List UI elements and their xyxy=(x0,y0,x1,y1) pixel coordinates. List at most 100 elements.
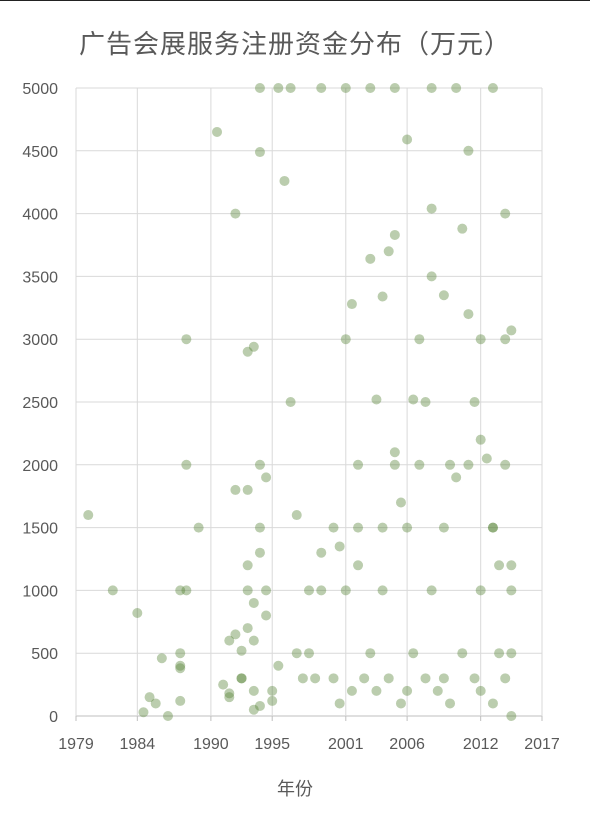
data-point xyxy=(365,83,376,93)
data-point xyxy=(389,447,400,458)
data-point xyxy=(150,698,161,709)
data-point xyxy=(500,334,511,345)
data-point xyxy=(236,645,247,656)
x-tick-label-6: 2012 xyxy=(463,736,499,753)
chart-title: 广告会展服务注册资金分布（万元） xyxy=(78,29,511,59)
data-point xyxy=(506,648,517,659)
y-tick-label-5: 2500 xyxy=(22,395,58,412)
data-point xyxy=(377,291,388,302)
data-point xyxy=(340,334,351,345)
data-point xyxy=(285,397,296,407)
data-point xyxy=(506,585,517,596)
data-point xyxy=(291,510,302,521)
data-point xyxy=(506,560,517,571)
y-tick-label-3: 1500 xyxy=(22,521,58,538)
data-point xyxy=(494,648,505,659)
data-point xyxy=(426,271,437,282)
data-point xyxy=(408,648,419,659)
y-tick-label-0: 0 xyxy=(49,709,58,726)
data-point xyxy=(261,472,272,483)
data-point xyxy=(389,229,400,240)
data-point xyxy=(500,208,511,219)
data-point xyxy=(242,623,253,634)
data-point xyxy=(383,673,394,684)
data-point xyxy=(261,585,272,596)
data-point xyxy=(408,394,419,405)
data-point xyxy=(310,673,321,684)
y-tick-label-1: 500 xyxy=(31,646,58,663)
data-point xyxy=(469,397,480,407)
data-point xyxy=(254,700,265,711)
data-point xyxy=(420,673,431,684)
data-point xyxy=(254,459,265,470)
data-point xyxy=(438,673,449,684)
data-point xyxy=(156,653,167,664)
data-point xyxy=(506,325,517,336)
data-point xyxy=(457,648,468,659)
data-point xyxy=(371,685,382,696)
data-point xyxy=(224,688,235,699)
y-tick-label-2: 1000 xyxy=(22,583,58,600)
data-point xyxy=(402,134,413,145)
data-point xyxy=(107,585,118,596)
data-point xyxy=(402,685,413,696)
data-point xyxy=(181,459,192,470)
data-point xyxy=(340,585,351,596)
data-point xyxy=(383,246,394,257)
data-point xyxy=(254,147,265,158)
data-point xyxy=(500,459,511,470)
data-point xyxy=(316,547,327,558)
data-point xyxy=(487,698,498,709)
data-point xyxy=(279,175,290,186)
data-point xyxy=(451,472,462,483)
data-point xyxy=(457,223,468,234)
x-tick-label-3: 1995 xyxy=(254,736,290,753)
data-point xyxy=(248,635,259,646)
data-point xyxy=(353,522,364,533)
data-point xyxy=(395,497,406,508)
data-point xyxy=(261,610,272,621)
data-point xyxy=(254,522,265,533)
data-point xyxy=(346,685,357,696)
x-tick-label-5: 2006 xyxy=(389,736,425,753)
data-point xyxy=(242,346,253,357)
data-point xyxy=(132,608,143,619)
data-point xyxy=(138,707,149,718)
data-point xyxy=(254,83,265,93)
x-tick-label-1: 1984 xyxy=(120,736,156,753)
data-point xyxy=(242,484,253,495)
data-point xyxy=(353,560,364,571)
data-point xyxy=(353,459,364,470)
data-point xyxy=(371,394,382,405)
x-axis-ticks: 1979 1984 1990 1995 2001 2006 2012 2017 xyxy=(58,736,560,753)
data-point xyxy=(438,290,449,301)
data-point xyxy=(328,522,339,533)
data-point xyxy=(340,83,351,93)
data-point xyxy=(291,648,302,659)
data-point xyxy=(212,126,223,137)
data-point xyxy=(248,341,259,352)
y-axis-ticks: 0 500 1000 1500 2000 2500 3000 3500 4000 4500 5000 xyxy=(22,81,58,726)
data-point xyxy=(334,541,345,552)
data-point xyxy=(389,459,400,470)
data-point xyxy=(426,585,437,596)
data-point xyxy=(175,648,186,659)
y-tick-label-4: 2000 xyxy=(22,458,58,475)
data-point xyxy=(144,692,155,703)
x-tick-label-4: 2001 xyxy=(328,736,364,753)
data-point xyxy=(224,692,235,703)
grid-lines xyxy=(75,87,543,721)
data-point xyxy=(175,695,186,706)
y-tick-label-7: 3500 xyxy=(22,269,58,286)
data-point xyxy=(487,522,498,533)
data-point xyxy=(506,711,517,721)
data-point xyxy=(273,83,284,93)
data-point xyxy=(420,397,431,407)
data-point xyxy=(248,704,259,715)
data-point xyxy=(304,585,314,596)
y-tick-label-10: 5000 xyxy=(22,81,58,98)
data-point xyxy=(463,309,474,320)
data-point xyxy=(475,334,486,345)
data-point xyxy=(218,679,229,690)
